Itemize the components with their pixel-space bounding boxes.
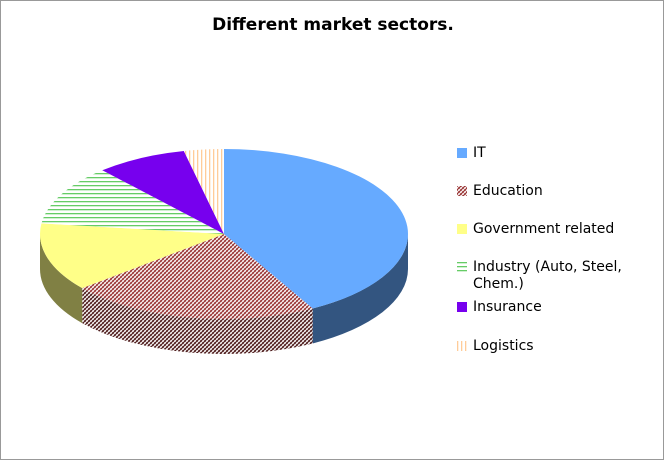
slice xyxy=(183,149,224,234)
slice xyxy=(39,223,224,289)
legend-swatch xyxy=(457,341,467,351)
slice xyxy=(102,151,224,234)
legend-swatch-icon xyxy=(457,224,467,234)
legend-label: Government related xyxy=(473,221,615,237)
legend-label: Industry (Auto, Steel, Chem.) xyxy=(473,259,622,292)
legend-swatch xyxy=(457,224,467,234)
legend-swatch-icon xyxy=(457,148,467,158)
slice-side xyxy=(82,288,313,354)
legend-label: Logistics xyxy=(473,338,534,354)
slice-side xyxy=(312,234,408,344)
legend-swatch xyxy=(457,262,467,272)
legend-swatch-icon xyxy=(457,262,467,272)
legend-label: IT xyxy=(473,145,486,161)
legend-swatch xyxy=(457,148,467,158)
slice xyxy=(41,170,224,234)
slice xyxy=(82,234,313,319)
slice xyxy=(224,149,409,309)
legend-label: Education xyxy=(473,183,543,199)
slice-side xyxy=(40,234,83,324)
legend-swatch-icon xyxy=(457,186,467,196)
legend-label: Insurance xyxy=(473,299,542,315)
chart-title: Different market sectors. xyxy=(212,15,454,35)
legend-swatch xyxy=(457,302,467,312)
legend-swatch-icon xyxy=(457,302,467,312)
legend-swatch xyxy=(457,186,467,196)
legend-swatch-icon xyxy=(457,341,467,351)
